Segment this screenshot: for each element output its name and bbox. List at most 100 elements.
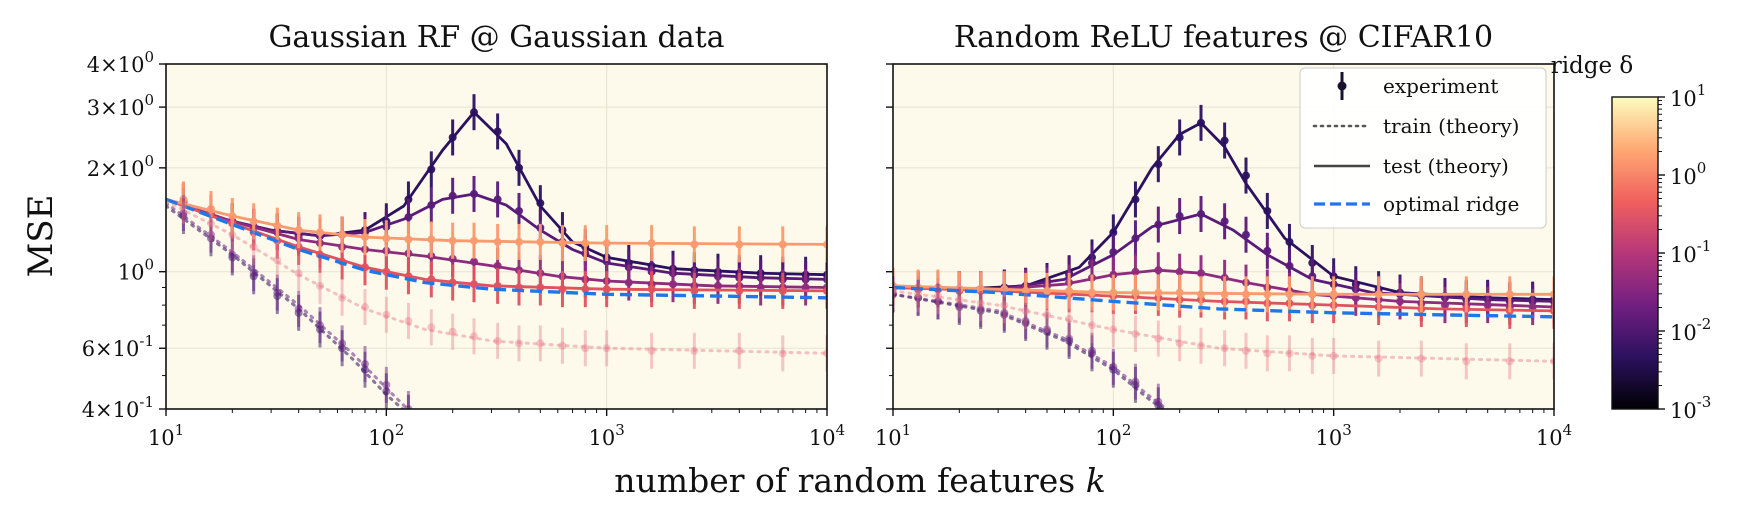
- series-line: [893, 292, 1169, 409]
- experiment-point: [1043, 310, 1052, 319]
- experiment-point: [273, 292, 282, 301]
- experiment-point: [404, 235, 413, 244]
- x-axis-label-text: number of random features: [614, 461, 1085, 500]
- x-tick-label: 104: [1536, 421, 1572, 450]
- experiment-point: [1220, 344, 1229, 353]
- experiment-point: [624, 278, 633, 287]
- experiment-point: [427, 235, 436, 244]
- experiment-point: [294, 269, 303, 278]
- legend-optimal-label: optimal ridge: [1383, 192, 1519, 216]
- experiment-point: [1131, 329, 1140, 338]
- experiment-point: [404, 213, 413, 222]
- x-axis-ticks-left: 101 102 103 104: [148, 409, 845, 450]
- experiment-point: [1417, 354, 1426, 363]
- experiment-point: [228, 253, 237, 262]
- series-line: [166, 201, 410, 409]
- colorbar-tick-label: 101: [1670, 81, 1706, 111]
- experiment-point: [735, 240, 744, 249]
- experiment-point: [493, 336, 502, 345]
- colorbar-ticks: 101 100 10-1 10-2 10-3: [1658, 81, 1711, 423]
- experiment-point: [1462, 290, 1471, 299]
- colorbar-label: ridge δ: [1551, 53, 1634, 79]
- experiment-point: [823, 349, 827, 358]
- experiment-point: [955, 301, 964, 310]
- experiment-point: [338, 344, 347, 353]
- experiment-point: [206, 230, 215, 239]
- experiment-point: [823, 286, 827, 295]
- experiment-point: [933, 297, 942, 306]
- experiment-point: [1087, 321, 1096, 330]
- experiment-point: [294, 304, 303, 313]
- legend-box: [1299, 67, 1547, 229]
- experiment-point: [1087, 346, 1096, 355]
- colorbar-tick-label: 10-3: [1670, 393, 1711, 423]
- x-axis-label: number of random features k: [614, 461, 1105, 500]
- experiment-point: [316, 228, 325, 237]
- experiment-point: [249, 242, 258, 251]
- experiment-point: [470, 236, 479, 245]
- experiment-point: [448, 191, 457, 200]
- experiment-point: [249, 272, 258, 281]
- experiment-point: [1021, 316, 1030, 325]
- experiment-point: [1374, 290, 1383, 299]
- experiment-point: [1131, 195, 1140, 204]
- experiment-point: [1000, 285, 1009, 294]
- axes-frame-right: [892, 63, 1555, 410]
- experiment-point: [338, 230, 347, 239]
- experiment-point: [1241, 290, 1250, 299]
- experiment-point: [955, 295, 964, 304]
- experiment-point: [1395, 297, 1404, 306]
- experiment-point: [448, 236, 457, 245]
- experiment-point: [536, 199, 545, 208]
- experiment-point: [735, 286, 744, 295]
- x-tick-label: 103: [589, 421, 625, 450]
- experiment-point: [1109, 362, 1118, 371]
- experiment-point: [1175, 288, 1184, 297]
- experiment-point: [1154, 397, 1163, 406]
- y-tick-label: 4×100: [87, 48, 154, 77]
- experiment-point: [427, 201, 436, 210]
- experiment-point: [493, 195, 502, 204]
- experiment-point: [1175, 133, 1184, 142]
- experiment-point: [690, 286, 699, 295]
- experiment-point: [558, 285, 567, 294]
- experiment-point: [1308, 272, 1317, 281]
- experiment-point: [1109, 325, 1118, 334]
- experiment-point: [1550, 357, 1554, 366]
- experiment-point: [1285, 261, 1294, 270]
- experiment-point: [273, 221, 282, 230]
- experiment-point: [470, 257, 479, 266]
- experiment-point: [976, 285, 985, 294]
- experiment-point: [1154, 220, 1163, 229]
- experiment-point: [713, 281, 722, 290]
- experiment-point: [1021, 306, 1030, 315]
- experiment-point: [1175, 339, 1184, 348]
- experiment-point: [1109, 288, 1118, 297]
- y-axis-ticks-right: [886, 63, 893, 410]
- series-line: [893, 286, 1554, 313]
- experiment-point: [1065, 334, 1074, 343]
- colorbar-gradient: [1611, 96, 1659, 410]
- colorbar: ridge δ 101 100 10-1 10-2 10-3: [1551, 53, 1712, 423]
- colorbar-tick-label: 100: [1670, 159, 1706, 189]
- experiment-point: [778, 349, 787, 358]
- experiment-point: [778, 286, 787, 295]
- experiment-point: [1154, 288, 1163, 297]
- experiment-point: [1109, 365, 1118, 374]
- legend-experiment-marker: [1337, 72, 1347, 100]
- experiment-point: [1462, 357, 1471, 366]
- experiment-point: [228, 250, 237, 259]
- experiment-point: [338, 293, 347, 302]
- experiment-point: [690, 240, 699, 249]
- x-tick-label: 102: [368, 421, 404, 450]
- experiment-point: [1263, 246, 1272, 255]
- experiment-point: [1374, 354, 1383, 363]
- experiment-point: [558, 239, 567, 248]
- experiment-point: [581, 239, 590, 248]
- experiment-point: [470, 332, 479, 341]
- experiment-point: [893, 290, 897, 299]
- experiment-point: [338, 339, 347, 348]
- experiment-point: [602, 239, 611, 248]
- experiment-point: [1154, 266, 1163, 275]
- experiment-point: [249, 269, 258, 278]
